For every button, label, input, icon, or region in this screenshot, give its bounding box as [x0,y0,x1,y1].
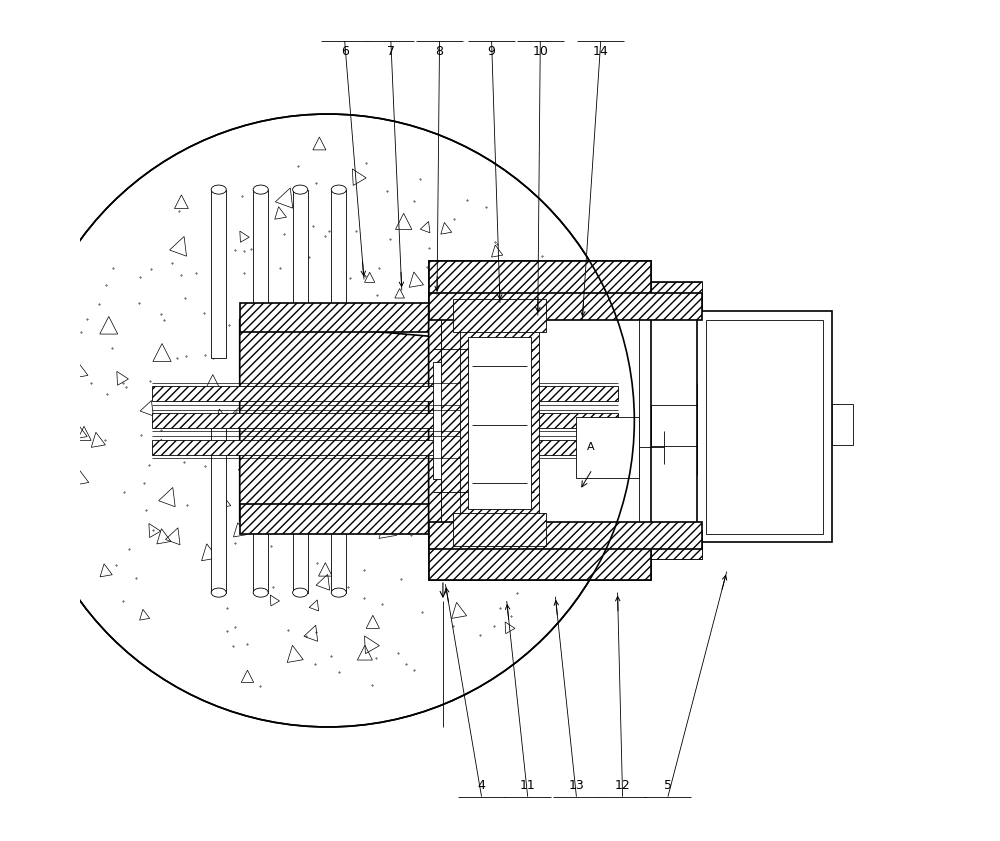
Bar [647,282,702,311]
Bar [429,293,702,320]
Text: A: A [587,442,594,452]
Bar [468,336,531,509]
Text: 4: 4 [478,780,485,792]
Bar [331,425,346,593]
Bar [441,307,639,534]
Bar [453,299,546,332]
Bar [429,261,651,307]
Bar [460,311,539,534]
Text: 5: 5 [664,780,672,792]
Bar [293,425,308,593]
Text: 7: 7 [387,45,395,58]
Bar [647,282,702,559]
Bar [453,513,546,547]
Bar [331,189,346,357]
Bar [697,311,832,542]
Text: 8: 8 [436,45,444,58]
Ellipse shape [293,588,308,597]
Bar [706,320,823,534]
Ellipse shape [253,588,268,597]
Bar [832,404,853,445]
Ellipse shape [253,185,268,194]
Bar [429,261,651,580]
Bar [211,425,226,593]
Bar [647,530,702,559]
Ellipse shape [331,185,346,194]
Circle shape [21,114,634,727]
Text: 10: 10 [532,45,548,58]
Polygon shape [429,307,525,534]
Ellipse shape [211,588,226,597]
Text: 13: 13 [569,780,584,792]
Bar [576,417,639,478]
Bar [429,534,651,580]
Ellipse shape [293,185,308,194]
Bar [240,505,433,534]
Bar [496,353,525,488]
Text: 6: 6 [341,45,349,58]
Bar [433,362,496,479]
Text: 14: 14 [593,45,609,58]
Text: 12: 12 [615,780,630,792]
Bar [152,386,618,401]
Bar [429,522,702,549]
Text: 9: 9 [488,45,496,58]
Bar [253,189,268,357]
Bar [211,189,226,357]
Ellipse shape [211,185,226,194]
Bar [240,303,433,332]
Bar [441,307,462,534]
Bar [253,425,268,593]
Bar [293,189,308,357]
Text: 11: 11 [520,780,536,792]
Ellipse shape [331,588,346,597]
Polygon shape [240,320,433,521]
Bar [152,440,618,455]
Bar [152,413,618,428]
